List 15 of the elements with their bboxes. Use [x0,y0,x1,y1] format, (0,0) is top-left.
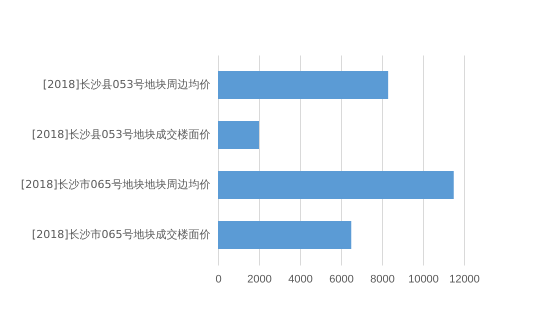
bar [218,121,259,149]
y-tick-label: [2018]长沙县053号地块成交楼面价 [32,128,210,141]
y-tick-label: [2018]长沙市065号地块成交楼面价 [32,228,210,241]
x-tick-label: 6000 [329,274,354,286]
y-tick-label: [2018]长沙县053号地块周边均价 [42,78,210,91]
x-tick-label: 4000 [288,274,313,286]
x-tick-label: 0 [215,274,222,286]
bar [218,71,388,99]
y-tick-label: [2018]长沙市065号地块地块周边均价 [20,178,210,191]
x-tick-label: 8000 [370,274,395,286]
x-tick-label: 2000 [247,274,272,286]
bar [218,221,352,249]
x-tick-label: 12000 [449,274,480,286]
bar [218,171,454,199]
x-tick-label: 10000 [408,274,439,286]
